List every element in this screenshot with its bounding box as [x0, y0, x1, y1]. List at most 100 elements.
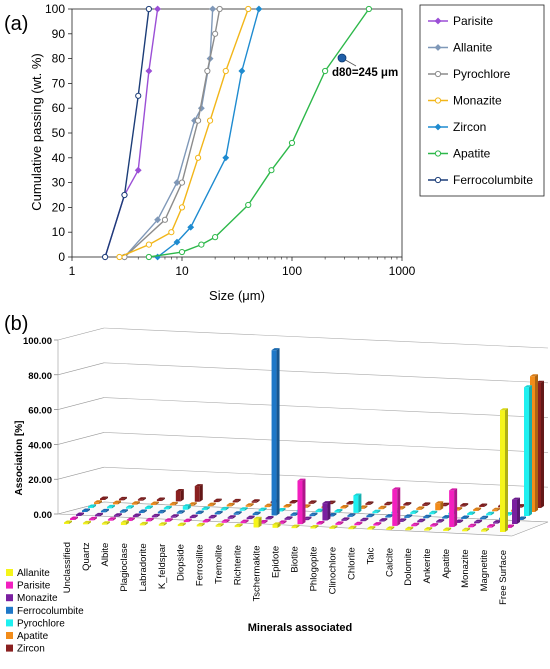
category-label: Albite — [100, 543, 111, 567]
bar-side — [112, 517, 116, 521]
bar-top — [524, 385, 532, 388]
legend-item: Monazite — [428, 94, 502, 108]
bar-top — [233, 511, 242, 514]
bar-side — [359, 521, 363, 526]
bar — [221, 519, 230, 523]
legend-item: Parisite — [428, 14, 493, 28]
bar-side — [212, 502, 216, 507]
bar — [392, 487, 401, 526]
bar — [132, 513, 141, 518]
bar-front — [461, 517, 467, 519]
bar-side — [478, 507, 482, 511]
bar-front — [188, 504, 194, 506]
bar-side — [497, 507, 501, 512]
bar-top — [76, 512, 84, 515]
legend-swatch-marker — [434, 150, 442, 157]
bar — [253, 516, 262, 528]
bar-top — [405, 526, 414, 529]
bar-top — [297, 478, 306, 481]
bar-front — [144, 507, 150, 510]
category-label: Talc — [365, 547, 376, 564]
bar — [158, 522, 167, 526]
series-monazite — [116, 5, 252, 261]
bar-top — [474, 519, 483, 522]
bar-top — [461, 515, 470, 518]
y-tick-label: 100.00 — [23, 336, 52, 347]
bar-series-allanite — [64, 408, 508, 532]
bar-side — [256, 499, 260, 503]
bar-top — [82, 508, 90, 511]
legend-item: Apatite — [428, 147, 491, 161]
bar-top — [82, 520, 91, 523]
bar-front — [315, 510, 321, 513]
bar-top — [227, 515, 236, 518]
bar-top — [449, 488, 458, 491]
bar-top — [144, 505, 153, 508]
bar-side — [282, 507, 286, 512]
bar — [150, 501, 159, 506]
wall-gridline — [103, 327, 549, 349]
bar-top — [271, 348, 280, 351]
bar-side — [174, 501, 178, 506]
data-point — [135, 92, 142, 99]
bar-front — [170, 516, 176, 518]
bar-top — [481, 528, 490, 531]
bar-front — [245, 505, 251, 507]
bar-front — [441, 504, 447, 507]
bar-front — [481, 530, 487, 532]
bar-side — [294, 499, 298, 504]
series-parisite — [101, 5, 162, 261]
bar — [137, 497, 146, 501]
legend-item: Monazite — [6, 593, 58, 604]
bar-side — [99, 512, 103, 517]
bar-top — [467, 511, 476, 514]
x-tick-label: 1000 — [389, 264, 416, 278]
data-point — [145, 253, 152, 261]
series-line — [157, 8, 260, 258]
bar-series-parisite — [70, 478, 514, 528]
bar-side — [448, 527, 452, 531]
bar-side — [479, 519, 483, 524]
bar — [119, 509, 128, 513]
data-point — [121, 191, 128, 199]
bar-side — [517, 497, 520, 524]
bar-top — [88, 504, 96, 507]
bar-front — [303, 518, 309, 521]
bar-side — [231, 502, 235, 507]
bar-top — [460, 503, 469, 506]
bar — [113, 513, 122, 517]
bar — [479, 503, 488, 507]
bar-side — [193, 502, 197, 506]
bar-top — [379, 518, 388, 521]
bar — [492, 507, 501, 512]
bar — [308, 500, 317, 504]
bar-front — [183, 520, 189, 523]
bar-side — [358, 493, 362, 513]
bar-front — [201, 508, 207, 511]
bar-side — [251, 515, 255, 520]
bar — [100, 496, 108, 500]
bar-side — [87, 508, 90, 512]
bar — [435, 501, 444, 511]
bar — [524, 385, 532, 516]
legend-item: Pyrochlore — [6, 618, 65, 629]
bar — [487, 524, 496, 528]
category-label: Epidote — [271, 546, 282, 578]
bar-front — [94, 514, 100, 517]
bar-front — [429, 512, 435, 515]
bar-front — [157, 511, 163, 514]
bar-top — [335, 521, 344, 524]
bar-front — [436, 521, 442, 523]
category-label: Chlorite — [346, 547, 357, 580]
bar-side — [321, 521, 325, 525]
bar-front — [215, 525, 221, 527]
legend-swatch-marker — [434, 17, 442, 25]
panel-a-xlabel: Size (μm) — [209, 288, 265, 303]
bar — [500, 408, 508, 532]
bar-front — [530, 376, 535, 512]
legend-label: Zircon — [453, 120, 486, 134]
bar-front — [486, 513, 492, 516]
bar-front — [348, 527, 354, 530]
bar-front — [233, 513, 239, 515]
